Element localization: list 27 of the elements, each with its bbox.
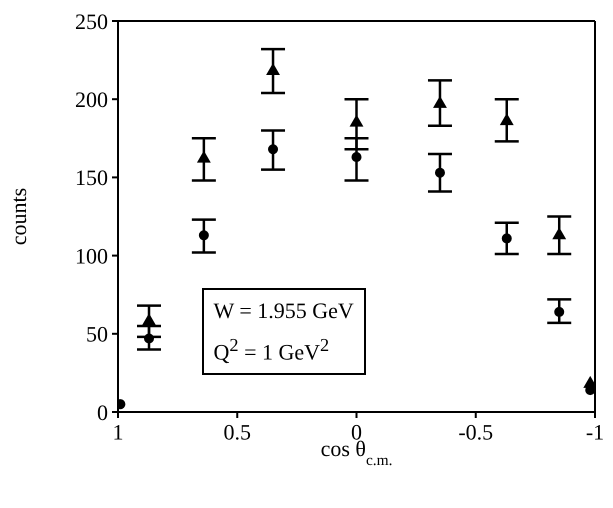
point bbox=[142, 314, 156, 326]
point bbox=[434, 168, 445, 178]
y-tick-label: 250 bbox=[75, 8, 108, 34]
point bbox=[197, 151, 210, 163]
point bbox=[350, 115, 364, 127]
y-tick-label: 200 bbox=[75, 87, 108, 112]
annotation: Q$^{2}$ = 1 GeV$^{2}$ bbox=[214, 334, 330, 366]
x-tick-label: 1 bbox=[112, 420, 124, 445]
y-axis-title: counts bbox=[6, 188, 31, 246]
point bbox=[552, 228, 566, 240]
point bbox=[500, 114, 514, 126]
point bbox=[268, 144, 278, 154]
x-tick-label: 0.5 bbox=[224, 420, 251, 445]
y-tick-label: 50 bbox=[86, 322, 108, 347]
y-tick-label: 100 bbox=[75, 243, 108, 268]
x-tick-label: -0.5 bbox=[458, 420, 494, 445]
point bbox=[554, 306, 564, 317]
y-tick-label: 0 bbox=[97, 400, 108, 425]
annotation: W = 1.955 GeV bbox=[214, 296, 354, 325]
x-tick-label: -1 bbox=[586, 420, 604, 445]
point bbox=[502, 233, 512, 244]
point bbox=[351, 152, 362, 162]
point bbox=[433, 96, 447, 108]
y-tick-label: 150 bbox=[75, 165, 108, 190]
point bbox=[198, 230, 209, 240]
point bbox=[266, 64, 280, 76]
point bbox=[144, 333, 154, 344]
